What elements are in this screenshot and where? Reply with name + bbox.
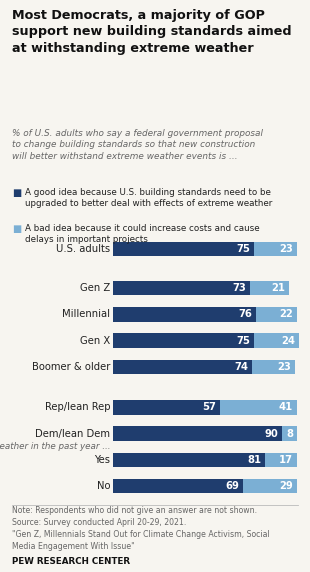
Text: 8: 8 (286, 428, 293, 439)
Text: 73: 73 (232, 283, 246, 293)
Bar (254, 333, 299, 348)
Bar (242, 479, 297, 493)
Bar (113, 427, 282, 441)
Text: 57: 57 (202, 403, 216, 412)
Text: 23: 23 (277, 362, 291, 372)
Text: A good idea because U.S. building standards need to be
upgraded to better deal w: A good idea because U.S. building standa… (25, 188, 273, 208)
Text: 69: 69 (225, 481, 239, 491)
Bar (252, 360, 295, 374)
Bar (254, 242, 297, 256)
Text: Gen X: Gen X (80, 336, 110, 345)
Text: 23: 23 (279, 244, 293, 254)
Text: 81: 81 (247, 455, 261, 465)
Bar (256, 307, 297, 321)
Bar (113, 333, 254, 348)
Text: 22: 22 (279, 309, 293, 319)
Text: Most Democrats, a majority of GOP
support new building standards aimed
at withst: Most Democrats, a majority of GOP suppor… (12, 9, 292, 54)
Text: 90: 90 (264, 428, 278, 439)
Bar (220, 400, 297, 415)
Text: PEW RESEARCH CENTER: PEW RESEARCH CENTER (12, 557, 131, 566)
Text: % of U.S. adults who say a federal government proposal
to change building standa: % of U.S. adults who say a federal gover… (12, 129, 264, 161)
Text: 29: 29 (279, 481, 293, 491)
Text: 41: 41 (279, 403, 293, 412)
Text: Boomer & older: Boomer & older (32, 362, 110, 372)
Bar (113, 452, 265, 467)
Text: Yes: Yes (94, 455, 110, 465)
Text: A bad idea because it could increase costs and cause
delays in important project: A bad idea because it could increase cos… (25, 224, 260, 244)
Text: ■: ■ (12, 224, 22, 234)
Text: Rep/lean Rep: Rep/lean Rep (45, 403, 110, 412)
Text: ■: ■ (12, 188, 22, 197)
Text: 17: 17 (279, 455, 293, 465)
Text: No: No (97, 481, 110, 491)
Text: 75: 75 (236, 244, 250, 254)
Text: Have experienced extreme weather in the past year ...: Have experienced extreme weather in the … (0, 442, 110, 451)
Bar (265, 452, 297, 467)
Text: Note: Respondents who did not give an answer are not shown.
Source: Survey condu: Note: Respondents who did not give an an… (12, 506, 270, 551)
Text: U.S. adults: U.S. adults (56, 244, 110, 254)
Bar (113, 479, 242, 493)
Bar (113, 400, 220, 415)
Text: 24: 24 (281, 336, 295, 345)
Text: Gen Z: Gen Z (80, 283, 110, 293)
Bar (113, 242, 254, 256)
Bar (113, 281, 250, 296)
Bar (250, 281, 290, 296)
Text: 75: 75 (236, 336, 250, 345)
Bar (113, 360, 252, 374)
Bar (113, 307, 256, 321)
Text: 76: 76 (238, 309, 252, 319)
Text: Dem/lean Dem: Dem/lean Dem (35, 428, 110, 439)
Text: Millennial: Millennial (62, 309, 110, 319)
Text: 74: 74 (234, 362, 248, 372)
Text: 21: 21 (272, 283, 286, 293)
Bar (282, 427, 297, 441)
